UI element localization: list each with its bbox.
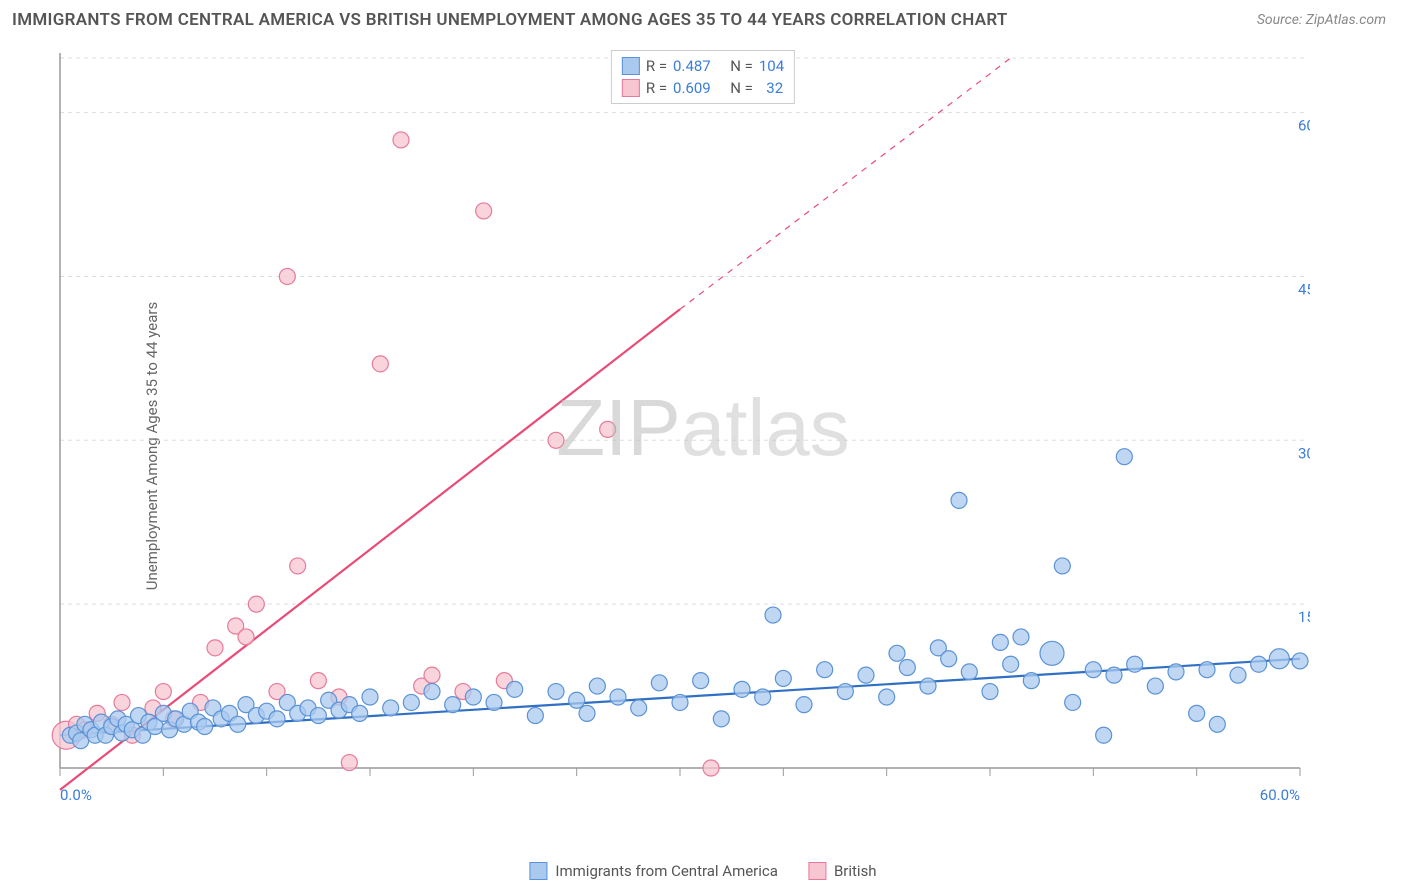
r-label: R = bbox=[646, 55, 667, 77]
n-value: 104 bbox=[759, 55, 784, 77]
svg-text:60.0%: 60.0% bbox=[1298, 117, 1310, 135]
svg-text:0.0%: 0.0% bbox=[60, 786, 92, 804]
legend-stat-row: R = 0.609 N = 32 bbox=[622, 77, 784, 99]
scatter-chart: 0.0% 60.0% 15.0% 30.0% 45.0% 60.0% bbox=[50, 48, 1310, 816]
chart-title: IMMIGRANTS FROM CENTRAL AMERICA VS BRITI… bbox=[12, 10, 1008, 30]
r-label: R = bbox=[646, 77, 667, 99]
svg-text:60.0%: 60.0% bbox=[1260, 786, 1300, 804]
n-label: N = bbox=[730, 77, 753, 99]
legend-item: British bbox=[808, 862, 877, 880]
legend-label: British bbox=[834, 862, 877, 880]
svg-text:45.0%: 45.0% bbox=[1298, 280, 1310, 298]
svg-text:30.0%: 30.0% bbox=[1298, 444, 1310, 462]
r-value: 0.487 bbox=[673, 55, 711, 77]
r-value: 0.609 bbox=[673, 77, 711, 99]
svg-text:15.0%: 15.0% bbox=[1298, 608, 1310, 626]
n-label: N = bbox=[730, 55, 753, 77]
legend-stat-row: R = 0.487 N = 104 bbox=[622, 55, 784, 77]
legend-swatch bbox=[622, 79, 640, 97]
source-attribution: Source: ZipAtlas.com bbox=[1257, 12, 1386, 28]
legend-swatch bbox=[622, 57, 640, 75]
correlation-legend: R = 0.487 N = 104 R = 0.609 N = 32 bbox=[611, 50, 795, 104]
legend-item: Immigrants from Central America bbox=[529, 862, 778, 880]
legend-swatch bbox=[808, 862, 826, 880]
n-value: 32 bbox=[759, 77, 783, 99]
legend-label: Immigrants from Central America bbox=[555, 862, 778, 880]
series-legend: Immigrants from Central America British bbox=[529, 862, 876, 880]
legend-swatch bbox=[529, 862, 547, 880]
